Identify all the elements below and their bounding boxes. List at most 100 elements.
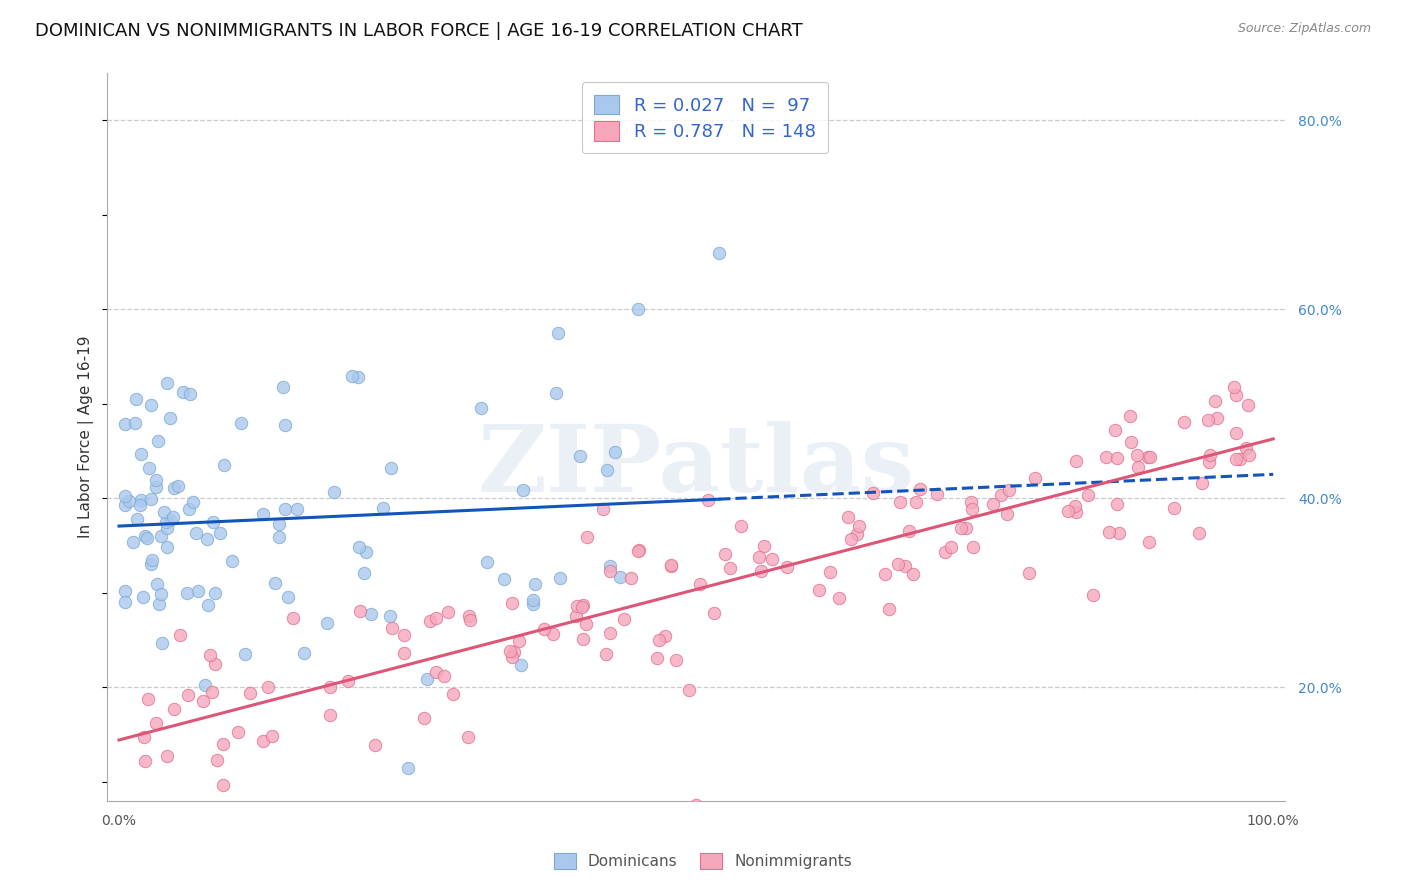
- Point: [212, 458, 235, 472]
- Point: [839, 532, 862, 546]
- Point: [141, 491, 163, 506]
- Point: [1104, 423, 1126, 437]
- Point: [503, 645, 526, 659]
- Point: [696, 493, 718, 508]
- Point: [1198, 448, 1220, 462]
- Point: [837, 510, 859, 524]
- Point: [318, 707, 340, 722]
- Point: [226, 725, 249, 739]
- Point: [939, 541, 962, 555]
- Text: DOMINICAN VS NONIMMIGRANTS IN LABOR FORCE | AGE 16-19 CORRELATION CHART: DOMINICAN VS NONIMMIGRANTS IN LABOR FORC…: [35, 22, 803, 40]
- Point: [1229, 451, 1251, 466]
- Point: [256, 680, 278, 694]
- Point: [163, 481, 186, 495]
- Point: [132, 730, 155, 744]
- Point: [340, 368, 363, 383]
- Point: [508, 633, 530, 648]
- Point: [1225, 452, 1247, 467]
- Point: [121, 535, 143, 549]
- Point: [141, 553, 163, 567]
- Point: [659, 558, 682, 573]
- Point: [1139, 450, 1161, 464]
- Point: [997, 483, 1019, 497]
- Point: [114, 595, 136, 609]
- Point: [134, 529, 156, 543]
- Point: [233, 648, 256, 662]
- Point: [274, 502, 297, 516]
- Point: [592, 502, 614, 516]
- Point: [167, 478, 190, 492]
- Point: [239, 686, 262, 700]
- Point: [162, 509, 184, 524]
- Point: [209, 526, 232, 541]
- Point: [499, 644, 522, 658]
- Point: [654, 629, 676, 643]
- Point: [1225, 425, 1247, 440]
- Point: [877, 601, 900, 615]
- Point: [131, 492, 153, 507]
- Point: [714, 547, 737, 561]
- Point: [567, 599, 589, 614]
- Point: [1137, 534, 1160, 549]
- Point: [360, 607, 382, 621]
- Point: [197, 598, 219, 612]
- Point: [229, 416, 252, 430]
- Point: [889, 495, 911, 509]
- Point: [252, 733, 274, 747]
- Point: [184, 525, 207, 540]
- Point: [145, 473, 167, 487]
- Point: [575, 530, 598, 544]
- Point: [512, 483, 534, 498]
- Point: [134, 755, 156, 769]
- Point: [201, 685, 224, 699]
- Point: [114, 584, 136, 599]
- Legend: Dominicans, Nonimmigrants: Dominicans, Nonimmigrants: [548, 847, 858, 875]
- Point: [678, 683, 700, 698]
- Point: [207, 753, 229, 767]
- Point: [274, 418, 297, 433]
- Point: [609, 570, 631, 584]
- Point: [222, 803, 245, 817]
- Point: [221, 554, 243, 568]
- Point: [544, 386, 567, 401]
- Point: [114, 489, 136, 503]
- Point: [873, 567, 896, 582]
- Point: [776, 559, 799, 574]
- Point: [1128, 460, 1150, 475]
- Point: [730, 519, 752, 533]
- Point: [163, 702, 186, 716]
- Point: [392, 628, 415, 642]
- Point: [419, 615, 441, 629]
- Point: [187, 583, 209, 598]
- Point: [1098, 524, 1121, 539]
- Point: [494, 572, 516, 586]
- Point: [995, 508, 1018, 522]
- Point: [962, 501, 984, 516]
- Point: [146, 434, 169, 449]
- Point: [159, 411, 181, 425]
- Point: [127, 512, 149, 526]
- Point: [416, 672, 439, 686]
- Point: [1108, 525, 1130, 540]
- Point: [1105, 497, 1128, 511]
- Point: [1206, 410, 1229, 425]
- Point: [212, 778, 235, 792]
- Point: [620, 571, 643, 585]
- Point: [129, 498, 152, 512]
- Point: [575, 617, 598, 632]
- Point: [605, 444, 627, 458]
- Point: [689, 576, 711, 591]
- Point: [354, 544, 377, 558]
- Point: [441, 687, 464, 701]
- Point: [159, 513, 181, 527]
- Point: [315, 616, 337, 631]
- Point: [145, 716, 167, 731]
- Point: [827, 591, 849, 606]
- Point: [1237, 448, 1260, 462]
- Point: [149, 587, 172, 601]
- Point: [381, 621, 404, 635]
- Point: [269, 516, 291, 531]
- Point: [568, 449, 591, 463]
- Point: [477, 555, 499, 569]
- Point: [862, 486, 884, 500]
